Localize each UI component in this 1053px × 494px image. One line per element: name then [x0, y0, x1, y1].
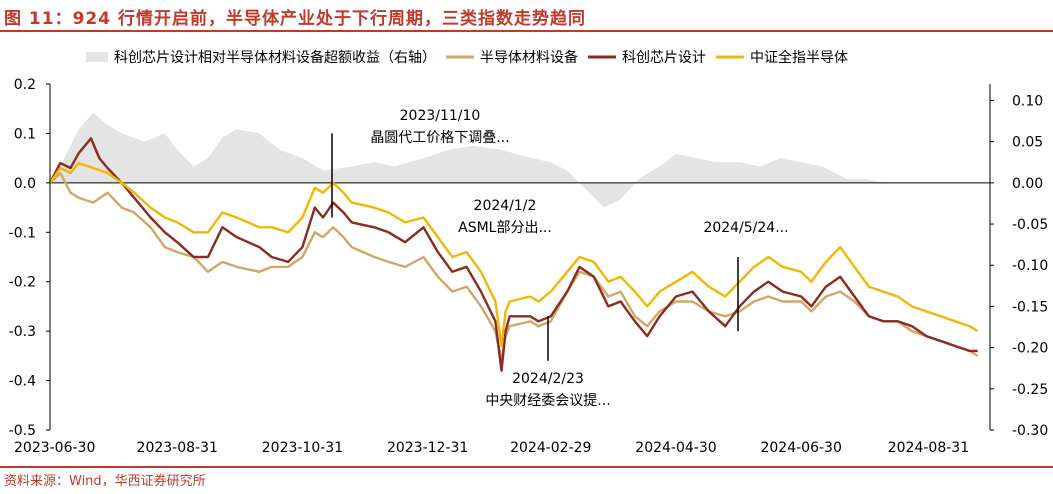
annotation-text: 2023/11/10	[400, 108, 481, 124]
x-axis-tick-label: 2023-06-30	[14, 440, 95, 456]
x-axis-tick-label: 2023-08-31	[137, 440, 218, 456]
left-axis-tick-label: -0.2	[9, 275, 36, 291]
right-axis-tick-label: 0.10	[1012, 93, 1043, 109]
left-axis-tick-label: -0.3	[9, 324, 36, 340]
annotation-text: 晶圆代工价格下调叠...	[370, 130, 509, 146]
legend-swatch-area	[86, 52, 108, 62]
annotations-layer: 2023/11/10 晶圆代工价格下调叠... 2024/1/2 ASML部分出...…	[331, 108, 789, 409]
right-axis-tick-label: -0.10	[1012, 258, 1048, 274]
right-axis-tick-label: -0.30	[1012, 423, 1048, 439]
left-axis-tick-label: -0.5	[9, 423, 36, 439]
left-axis-tick-label: 0.1	[14, 126, 36, 142]
x-axis-tick-label: 2023-12-31	[387, 440, 468, 456]
figure-title: 图 11：924 行情开启前，半导体产业处于下行周期，三类指数走势趋同	[4, 9, 586, 29]
x-axis-tick-label: 2024-06-30	[760, 440, 841, 456]
legend-label: 科创芯片设计相对半导体材料设备超额收益（右轴）	[114, 49, 436, 66]
excess-return-area-layer	[50, 112, 978, 208]
title-divider	[0, 30, 1053, 32]
left-axis-tick-label: -0.4	[9, 374, 36, 390]
right-axis-tick-label: 0.05	[1012, 135, 1043, 151]
series-lines-layer	[48, 137, 979, 372]
chart: 2023/11/10 晶圆代工价格下调叠... 2024/1/2 ASML部分出...…	[9, 49, 1049, 456]
x-axis-tick-label: 2024-02-29	[510, 440, 591, 456]
legend-label: 科创芯片设计	[622, 50, 706, 66]
csi-semiconductor-line	[49, 161, 979, 348]
x-axis-tick-label: 2023-10-31	[262, 440, 343, 456]
x-axis-tick-label: 2024-04-30	[635, 440, 716, 456]
legend-label: 中证全指半导体	[750, 49, 848, 66]
left-axis-tick-label: 0.2	[14, 77, 36, 93]
annotation-text: 中央财经委会议提...	[485, 393, 610, 409]
right-axis-tick-label: -0.15	[1012, 299, 1048, 315]
figure-source: 资料来源：Wind，华西证券研究所	[4, 474, 206, 489]
legend: 科创芯片设计相对半导体材料设备超额收益（右轴） 半导体材料设备 科创芯片设计 中证全指…	[86, 49, 848, 66]
star-chip-design-line	[48, 137, 978, 372]
annotation-text: ASML部分出...	[458, 220, 552, 236]
right-axis-tick-label: -0.20	[1012, 341, 1048, 357]
right-axis-tick-label: -0.05	[1012, 217, 1048, 233]
legend-label: 半导体材料设备	[480, 49, 578, 66]
excess-return-area	[50, 112, 978, 208]
annotation-text: 2024/2/23	[512, 371, 584, 387]
left-axis-tick-label: -0.1	[9, 225, 36, 241]
annotation-text: 2024/1/2	[474, 198, 537, 214]
right-axis-tick-label: 0.00	[1012, 176, 1043, 192]
left-axis-tick-label: 0.0	[14, 176, 36, 192]
right-axis-tick-label: -0.25	[1012, 382, 1048, 398]
source-divider	[0, 466, 1053, 468]
annotation-text: 2024/5/24...	[703, 220, 788, 236]
x-axis-tick-label: 2024-08-31	[888, 440, 969, 456]
axes-layer: 0.2 0.1 0.0 -0.1 -0.2 -0.3 -0.4 -0.5 0.10 0.05 0.0…	[9, 77, 1049, 456]
